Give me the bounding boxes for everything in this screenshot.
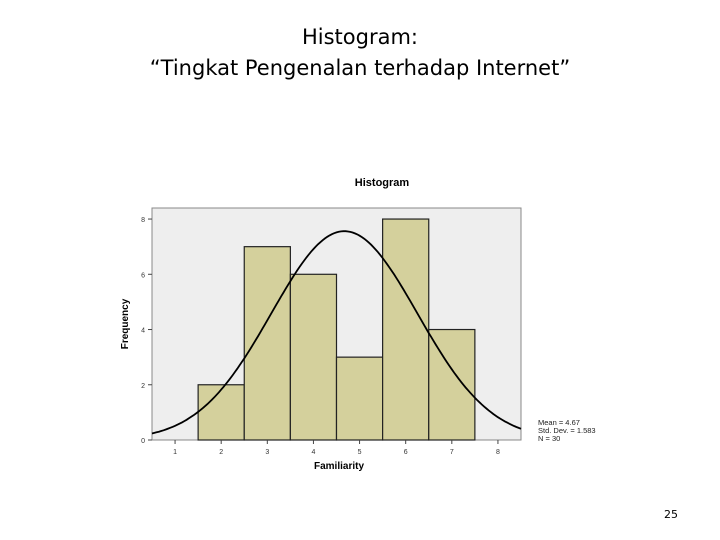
histogram-bar-1: [197, 384, 245, 441]
x-tick-label-4: 4: [311, 449, 315, 456]
y-tick-label-4: 4: [141, 328, 145, 335]
y-tick-label-0: 0: [141, 438, 145, 445]
y-tick-label-6: 6: [141, 272, 145, 279]
slide-title-line-2: “Tingkat Pengenalan terhadap Internet”: [149, 56, 571, 80]
y-tick-label-8: 8: [141, 217, 145, 224]
histogram-bar-3: [289, 273, 338, 441]
histogram-bar-4: [335, 356, 384, 441]
x-tick-label-8: 8: [496, 449, 500, 456]
stats-label-2: Std. Dev. = 1.583: [538, 426, 596, 435]
x-tick-label-3: 3: [265, 449, 269, 456]
stats-label-3: N = 30: [538, 434, 560, 443]
x-axis-label: Familiarity: [314, 461, 364, 472]
stats-label-1: Mean = 4.67: [538, 418, 580, 427]
normal-curve: [151, 230, 522, 435]
y-axis: 0 2 4 6 8: [141, 217, 152, 445]
slide-title: Histogram: “Tingkat Pengenalan terhadap …: [0, 22, 720, 84]
x-tick-label-5: 5: [358, 449, 362, 456]
histogram-bar-6: [428, 328, 476, 441]
x-tick-label-6: 6: [404, 449, 408, 456]
x-tick-label-1: 1: [173, 449, 177, 456]
histogram-bar-2: [243, 246, 291, 441]
x-tick-label-2: 2: [219, 449, 223, 456]
y-axis-label: Frequency: [120, 298, 131, 349]
chart-title: Histogram: [355, 177, 410, 189]
y-tick-label-2: 2: [141, 383, 145, 390]
page-number: 25: [664, 508, 678, 521]
slide-title-line-1: Histogram:: [301, 25, 418, 49]
histogram-bar-5: [382, 218, 430, 441]
x-axis: 1 2 3 4 5 6 7 8: [173, 440, 500, 456]
x-tick-label-7: 7: [450, 449, 454, 456]
bars-group: [197, 218, 476, 441]
